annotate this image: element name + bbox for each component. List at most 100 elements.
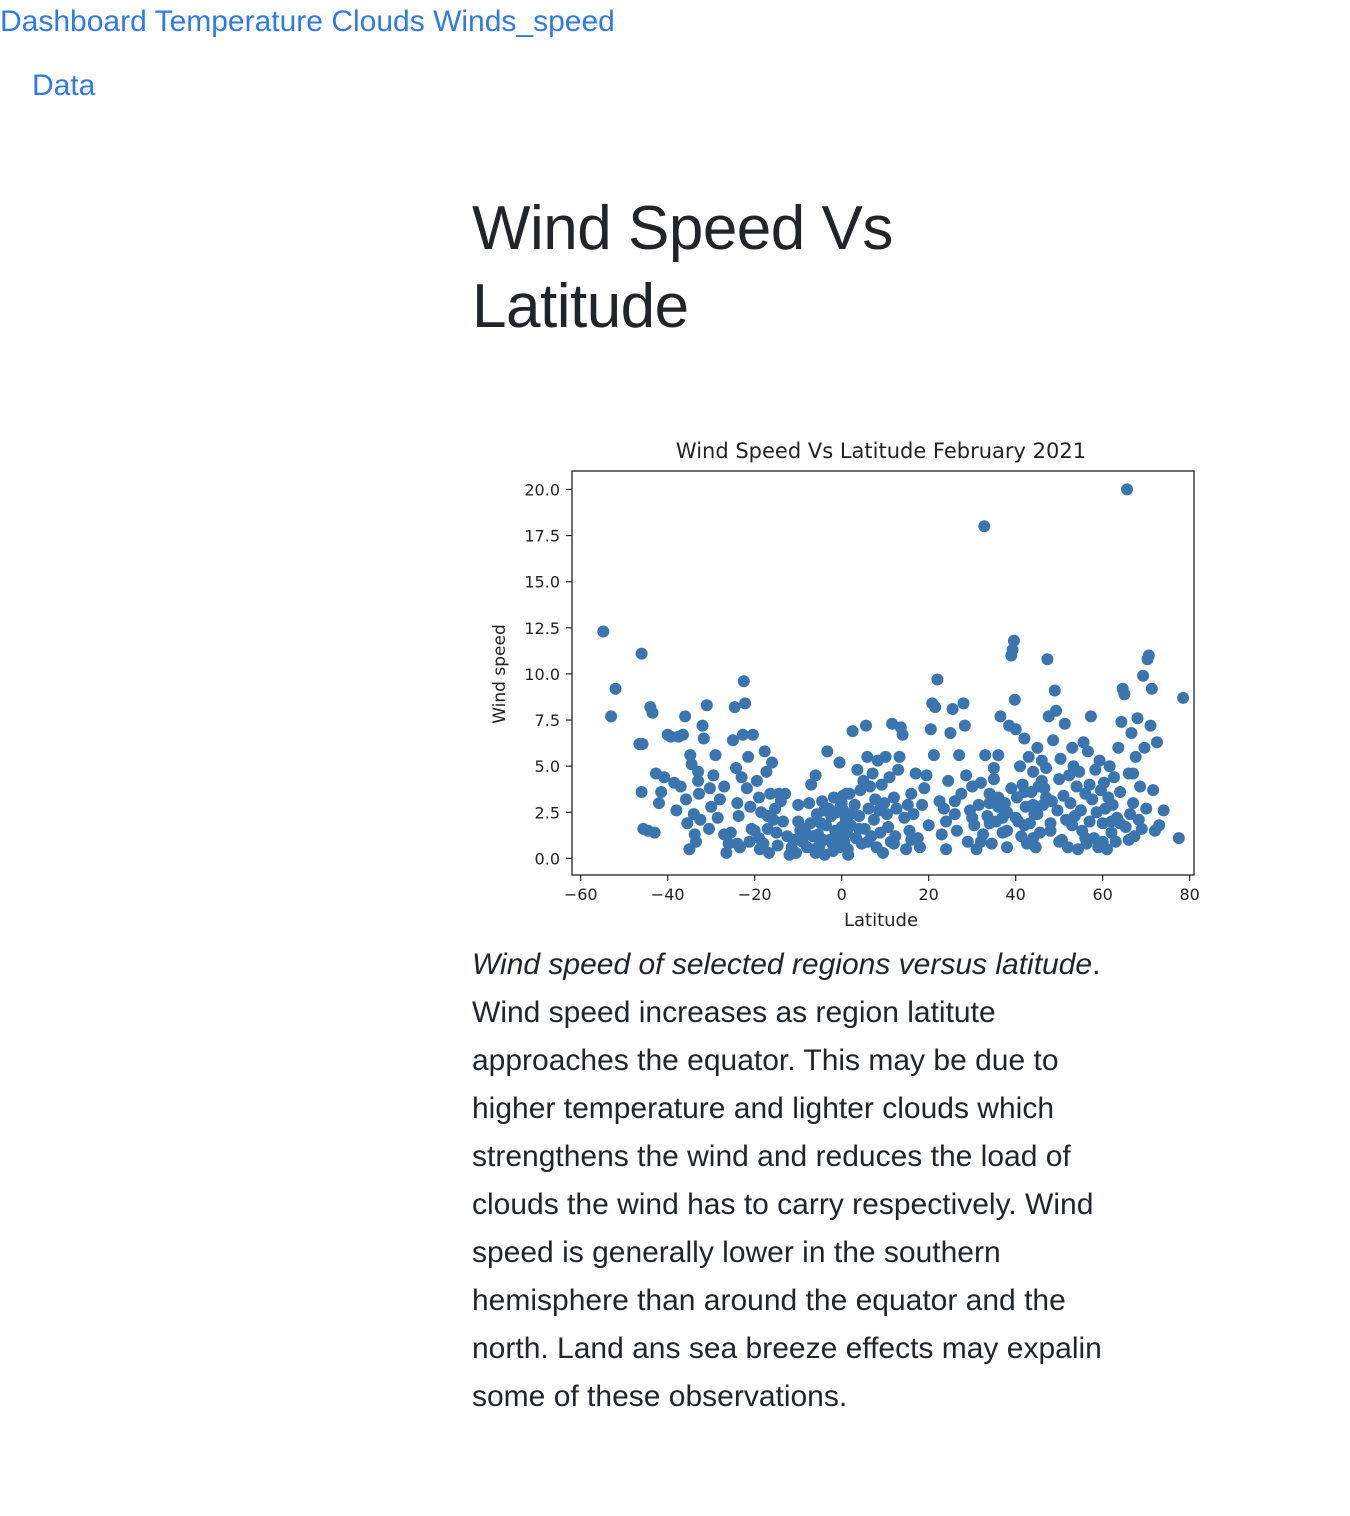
scatter-point: [1127, 797, 1140, 810]
scatter-point: [800, 828, 813, 841]
scatter-point: [1151, 736, 1163, 749]
scatter-point: [1106, 798, 1119, 811]
scatter-point: [903, 824, 916, 837]
scatter-point: [1064, 797, 1077, 810]
top-nav: Dashboard Temperature Clouds Winds_speed: [0, 4, 615, 40]
scatter-point: [681, 817, 694, 830]
scatter-point: [1014, 760, 1026, 773]
caption-emphasis: Wind speed of selected regions versus la…: [472, 948, 1093, 981]
scatter-point: [1007, 634, 1020, 647]
scatter-point: [940, 843, 953, 856]
scatter-point: [875, 778, 888, 791]
x-tick-label: 40: [1005, 885, 1025, 904]
scatter-point: [1114, 817, 1127, 830]
scatter-point: [851, 763, 864, 776]
scatter-point: [779, 787, 792, 800]
scatter-point: [674, 780, 687, 793]
scatter-point: [987, 762, 1000, 774]
nav-link-data[interactable]: Data: [32, 69, 96, 102]
scatter-point: [978, 520, 991, 533]
scatter-point: [1018, 732, 1031, 745]
scatter-point: [866, 767, 879, 780]
scatter-point: [1001, 841, 1013, 854]
scatter-point: [792, 815, 805, 828]
scatter-point: [942, 774, 955, 787]
scatter-point: [887, 791, 900, 804]
scatter-point: [705, 800, 718, 813]
scatter-point: [924, 723, 937, 736]
scatter-point: [692, 774, 705, 787]
scatter-point: [878, 797, 891, 810]
scatter-point: [957, 697, 970, 710]
scatter-point: [846, 725, 859, 738]
nav-link-clouds[interactable]: Clouds: [331, 5, 425, 38]
scatter-point: [966, 811, 979, 824]
scatter-point: [1058, 717, 1071, 730]
scatter-point: [909, 767, 922, 780]
scatter-point: [944, 727, 957, 739]
scatter-points: [597, 483, 1190, 861]
plot-area-frame: [571, 470, 1195, 876]
scatter-point: [766, 756, 779, 769]
scatter-point: [1027, 765, 1040, 778]
scatter-point: [709, 749, 722, 762]
scatter-point: [609, 682, 622, 695]
scatter-point: [763, 846, 775, 859]
scatter-point: [728, 701, 741, 714]
scatter-point: [1029, 841, 1042, 854]
scatter-point: [1115, 715, 1128, 728]
nav-link-winds-speed[interactable]: Winds_speed: [433, 5, 615, 38]
scatter-point: [1125, 727, 1138, 739]
chart-figure: Wind Speed Vs Latitude February 2021 0.0…: [480, 432, 1210, 937]
scatter-point: [916, 798, 929, 811]
scatter-point: [883, 771, 896, 784]
x-axis: −60 −40 −20 0 20 40 60 80: [564, 875, 1200, 904]
scatter-point: [692, 765, 705, 778]
scatter-point: [1073, 765, 1086, 778]
scatter-point: [1001, 824, 1013, 837]
scatter-point: [890, 802, 903, 815]
scatter-point: [703, 782, 716, 795]
scatter-point: [809, 846, 822, 859]
scatter-point: [862, 802, 875, 815]
scatter-point: [840, 787, 853, 800]
y-tick-label: 15.0: [524, 573, 560, 592]
scatter-point: [1050, 704, 1063, 717]
scatter-point: [992, 749, 1005, 762]
scatter-point: [861, 835, 874, 848]
scatter-point: [1137, 669, 1150, 682]
scatter-point: [1144, 719, 1157, 732]
scatter-point: [1153, 819, 1166, 832]
y-tick-label: 5.0: [535, 757, 560, 776]
caption-text: . Wind speed increases as region latitut…: [472, 948, 1102, 1413]
scatter-point: [1070, 780, 1083, 793]
scatter-point: [1127, 767, 1140, 780]
nav-link-temperature[interactable]: Temperature: [154, 5, 323, 38]
x-tick-label: −60: [564, 885, 598, 904]
scatter-point: [880, 808, 893, 821]
scatter-point: [879, 750, 892, 763]
scatter-point: [744, 800, 757, 813]
scatter-point: [961, 835, 974, 848]
scatter-point: [983, 817, 996, 830]
scatter-point: [658, 771, 671, 784]
scatter-point: [670, 804, 683, 817]
scatter-point: [655, 786, 668, 798]
scatter-point: [940, 815, 953, 828]
scatter-point: [882, 821, 895, 833]
scatter-point: [946, 703, 959, 715]
scatter-point: [1118, 688, 1131, 701]
nav-link-dashboard[interactable]: Dashboard: [0, 5, 147, 38]
scatter-point: [1122, 833, 1135, 846]
scatter-point: [737, 675, 750, 688]
scatter-point: [1027, 832, 1040, 845]
scatter-point: [1063, 769, 1076, 782]
scatter-point: [861, 750, 874, 763]
scatter-point: [1132, 813, 1145, 826]
scatter-point: [676, 728, 689, 741]
x-tick-label: −20: [738, 885, 772, 904]
scatter-point: [920, 769, 933, 782]
scatter-point: [1061, 841, 1074, 854]
scatter-point: [937, 802, 950, 815]
scatter-point: [820, 819, 832, 832]
